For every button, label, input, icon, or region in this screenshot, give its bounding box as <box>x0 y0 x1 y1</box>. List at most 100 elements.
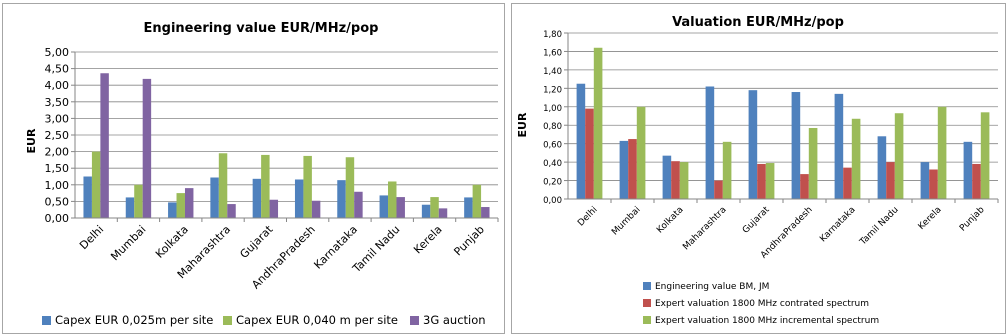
left-bar-punjab-s3 <box>481 207 490 218</box>
right-bar-andhrapradesh-s2 <box>800 174 809 199</box>
left-bar-gujarat-s3 <box>269 199 279 218</box>
left-bar-karnataka-s1 <box>337 180 346 218</box>
left-bar-kolkata-s1 <box>168 202 177 218</box>
right-y-tick-label: 0,40 <box>543 159 562 169</box>
left-bar-mumbai-s3 <box>142 78 152 218</box>
left-bar-kolkata-s3 <box>184 188 194 218</box>
right-bar-mumbai-s1 <box>619 140 629 199</box>
right-bar-delhi-s2 <box>585 108 594 199</box>
right-bar-maharashtra-s1 <box>705 86 715 199</box>
left-bar-andhrapradesh-s2 <box>303 155 312 218</box>
left-y-tick-label: 3,00 <box>45 112 70 125</box>
left-bar-delhi-s2 <box>91 151 101 218</box>
left-chart-panel: Engineering value EUR/MHz/pop EUR 0,00 0,… <box>2 3 505 334</box>
left-y-tick-label: 5,00 <box>45 46 70 59</box>
left-legend-swatch <box>223 316 232 325</box>
right-category-label: Kolkata <box>655 205 685 235</box>
left-bar-kerela-s3 <box>438 208 448 218</box>
right-y-axis-label: EUR <box>516 112 529 137</box>
right-bar-punjab-s3 <box>980 112 990 199</box>
left-y-tick-label: 1,50 <box>45 162 70 175</box>
left-bar-punjab-s2 <box>472 184 482 218</box>
left-y-tick-label: 4,50 <box>45 63 70 76</box>
right-y-tick-label: 1,80 <box>543 30 562 40</box>
left-y-tick-label: 0,00 <box>45 212 70 225</box>
left-legend-entry: 3G auction <box>423 313 486 327</box>
left-chart-svg: Engineering value EUR/MHz/pop EUR 0,00 0,… <box>25 21 499 327</box>
right-legend-entry: Engineering value BM, JM <box>655 282 769 292</box>
right-bar-kolkata-s2 <box>671 161 680 199</box>
left-legend-entry: Capex EUR 0,040 m per site <box>236 313 398 327</box>
left-legend-swatch <box>410 316 419 325</box>
right-y-tick-label: 0,00 <box>543 196 562 206</box>
left-y-tick-label: 2,50 <box>45 129 70 142</box>
left-legend-swatch <box>42 316 51 325</box>
right-legend-swatch <box>643 316 651 324</box>
right-bar-karnataka-s2 <box>843 167 852 199</box>
right-bar-karnataka-s3 <box>851 118 861 199</box>
right-bar-punjab-s2 <box>972 163 981 199</box>
left-category-label: Punjab <box>451 223 486 258</box>
left-bar-kerela-s2 <box>430 197 439 218</box>
right-bar-punjab-s1 <box>963 141 973 199</box>
right-y-tick-label: 1,40 <box>543 67 562 77</box>
left-bar-tamil-nadu-s2 <box>388 181 397 218</box>
right-bar-gujarat-s3 <box>765 163 775 199</box>
left-category-label: Kolkata <box>153 223 191 261</box>
right-legend-entry: Expert valuation 1800 MHz contrated spec… <box>655 299 869 309</box>
left-bar-mumbai-s1 <box>125 197 135 218</box>
left-bar-gujarat-s1 <box>252 178 262 218</box>
left-bar-tamil-nadu-s1 <box>379 195 389 218</box>
right-category-label: Maharashtra <box>681 205 728 252</box>
right-category-label: Kerela <box>917 205 944 232</box>
left-bar-kerela-s1 <box>421 204 431 218</box>
right-bar-mumbai-s3 <box>636 106 646 199</box>
left-bar-karnataka-s3 <box>354 191 363 218</box>
right-y-tick-label: 1,00 <box>543 104 562 114</box>
left-bar-kolkata-s2 <box>176 193 185 218</box>
left-legend-entry: Capex EUR 0,025m per site <box>55 313 213 327</box>
right-bar-kerela-s1 <box>920 162 930 199</box>
right-legend-swatch <box>643 299 651 307</box>
right-chart-panel: Valuation EUR/MHz/pop EUR 0,00 0,20 0,40 0,… <box>511 3 1006 334</box>
right-bar-gujarat-s2 <box>757 163 766 199</box>
right-bar-kerela-s3 <box>937 106 947 199</box>
left-category-label: Delhi <box>77 223 106 252</box>
left-bar-delhi-s1 <box>83 176 92 218</box>
right-bar-tamil-nadu-s3 <box>894 113 904 199</box>
left-y-tick-label: 3,50 <box>45 96 70 109</box>
right-bar-kolkata-s1 <box>662 155 672 199</box>
right-bar-maharashtra-s3 <box>722 141 732 199</box>
left-chart-title: Engineering value EUR/MHz/pop <box>144 21 379 36</box>
right-bar-delhi-s1 <box>576 83 586 199</box>
right-bar-andhrapradesh-s1 <box>791 92 801 199</box>
right-bar-gujarat-s1 <box>748 90 758 199</box>
left-bar-punjab-s1 <box>464 197 473 218</box>
right-chart-svg: Valuation EUR/MHz/pop EUR 0,00 0,20 0,40 0,… <box>516 15 999 326</box>
right-category-label: Gujarat <box>741 205 772 236</box>
left-bar-karnataka-s2 <box>345 157 355 218</box>
left-bar-andhrapradesh-s3 <box>311 200 321 218</box>
right-category-label: Karnataka <box>818 205 857 244</box>
right-category-label: Mumbai <box>610 205 643 238</box>
right-y-tick-label: 1,60 <box>543 48 562 58</box>
left-y-tick-label: 0,50 <box>45 195 70 208</box>
left-y-tick-label: 2,00 <box>45 146 70 159</box>
left-y-axis-label: EUR <box>25 128 38 153</box>
left-category-label: Gujarat <box>237 222 276 261</box>
right-legend-swatch <box>643 282 651 290</box>
right-category-label: Delhi <box>576 205 599 228</box>
right-y-tick-label: 1,20 <box>543 85 562 95</box>
left-bar-mumbai-s2 <box>134 184 143 218</box>
right-bar-karnataka-s1 <box>834 93 844 199</box>
right-legend-entry: Expert valuation 1800 MHz incremental sp… <box>655 316 879 326</box>
right-bar-andhrapradesh-s3 <box>808 127 818 199</box>
right-bar-maharashtra-s2 <box>714 180 723 199</box>
left-bar-maharashtra-s3 <box>227 204 236 218</box>
left-category-label: Kerela <box>411 223 444 256</box>
right-y-tick-label: 0,60 <box>543 141 562 151</box>
right-bar-kerela-s2 <box>929 169 938 199</box>
right-y-tick-label: 0,20 <box>543 178 562 188</box>
right-bar-tamil-nadu-s2 <box>886 162 895 199</box>
left-bar-maharashtra-s2 <box>218 153 228 218</box>
